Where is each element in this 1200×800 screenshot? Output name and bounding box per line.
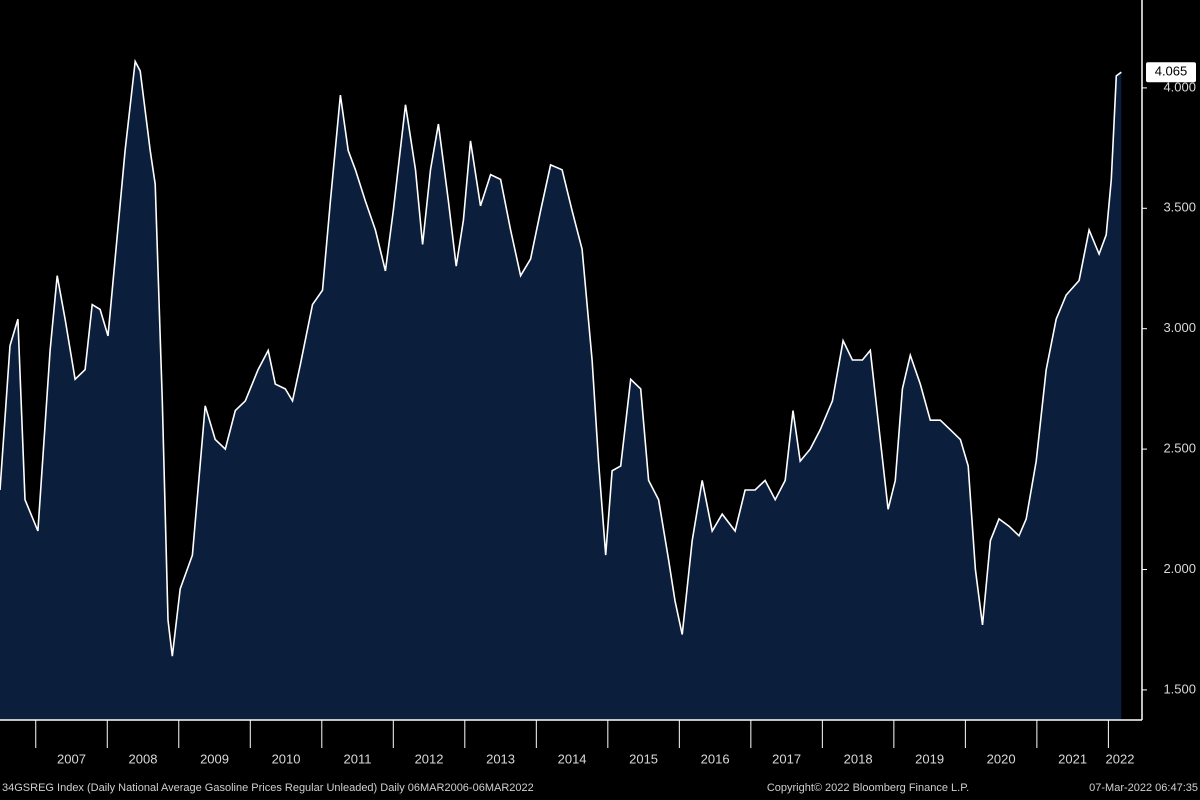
x-tick-label: 2013 (486, 751, 515, 766)
last-value-box (1146, 62, 1196, 83)
x-tick-label: 2018 (844, 751, 873, 766)
x-tick-label: 2021 (1058, 751, 1087, 766)
last-value-label: 4.065 (1155, 64, 1188, 79)
y-tick-label: 3.000 (1163, 320, 1196, 335)
x-tick-label: 2020 (987, 751, 1016, 766)
x-tick-label: 2015 (629, 751, 658, 766)
x-tick-label: 2014 (558, 751, 587, 766)
y-tick-label: 3.500 (1163, 200, 1196, 215)
x-tick-label: 2012 (415, 751, 444, 766)
y-tick-label: 2.000 (1163, 561, 1196, 576)
x-tick-label: 2022 (1106, 751, 1135, 766)
price-line (0, 58, 1122, 657)
y-tick-label: 2.500 (1163, 441, 1196, 456)
x-tick-label: 2009 (200, 751, 229, 766)
y-tick-label: 4.000 (1163, 79, 1196, 94)
footer-timestamp: 07-Mar-2022 06:47:35 (1089, 782, 1198, 794)
footer-copyright: Copyright© 2022 Bloomberg Finance L.P. (767, 782, 969, 794)
x-tick-label: 2019 (915, 751, 944, 766)
x-tick-label: 2010 (272, 751, 301, 766)
x-tick-label: 2008 (129, 751, 158, 766)
y-tick-label: 1.500 (1163, 681, 1196, 696)
area-fill (0, 61, 1122, 720)
x-tick-label: 2007 (57, 751, 86, 766)
footer-source: 34GSREG Index (Daily National Average Ga… (2, 782, 534, 794)
x-tick-label: 2011 (344, 751, 372, 766)
x-tick-label: 2016 (701, 751, 730, 766)
x-tick-label: 2017 (772, 751, 801, 766)
